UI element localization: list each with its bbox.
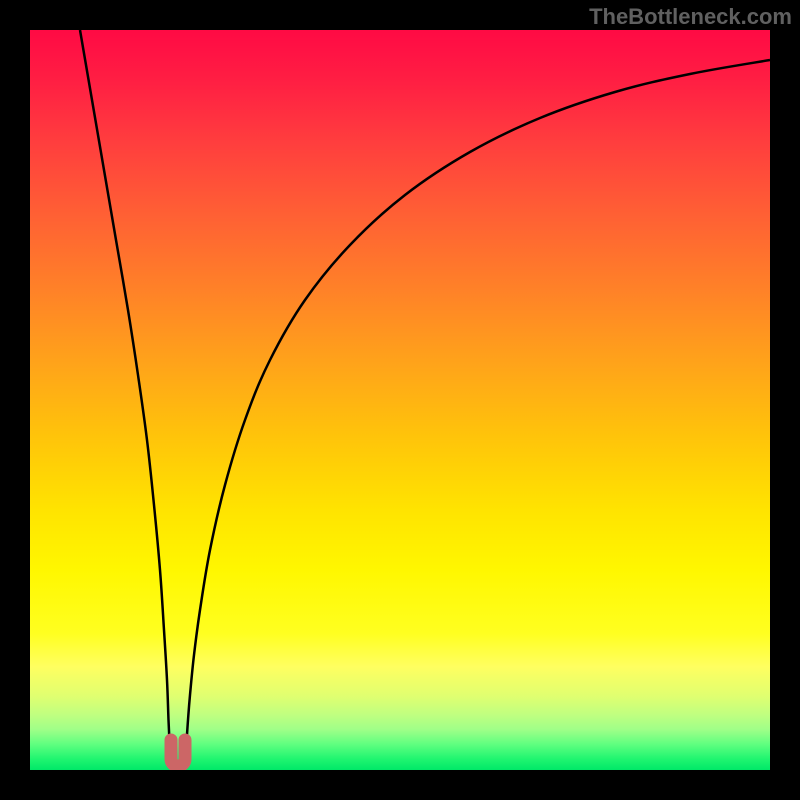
- trough-u-marker: [171, 740, 185, 766]
- figure-root: TheBottleneck.com: [0, 0, 800, 800]
- watermark-text: TheBottleneck.com: [589, 4, 792, 30]
- curve-left-branch: [80, 30, 170, 742]
- plot-area: [30, 30, 770, 770]
- bottleneck-curve-layer: [30, 30, 770, 770]
- curve-right-branch: [187, 60, 771, 742]
